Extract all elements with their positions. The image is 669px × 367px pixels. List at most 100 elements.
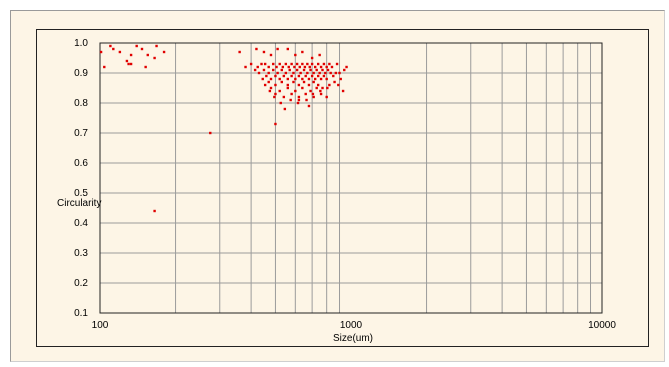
data-point [255,47,258,51]
data-point [267,80,270,84]
data-point [315,86,318,90]
y-tick-label: 0.1 [74,308,88,319]
data-point [332,74,335,78]
data-point [275,65,278,69]
data-point [290,62,293,66]
data-point [326,86,329,90]
data-point [305,98,308,102]
data-point [290,92,293,96]
data-point [274,92,277,96]
data-point [326,68,330,72]
data-point [269,77,273,81]
data-point [274,122,277,126]
plot-area-border [36,29,649,347]
data-point [304,92,307,96]
data-point [301,77,304,81]
y-axis-label: Circularity [57,198,101,209]
data-point [280,80,283,84]
data-point [140,47,144,51]
y-tick-label: 0.7 [74,128,88,139]
data-point [257,71,261,75]
data-point [309,68,312,72]
data-point [125,59,129,63]
data-point [294,53,297,57]
data-point [333,80,336,84]
data-point [263,62,267,66]
data-point [294,77,297,81]
data-point [297,74,301,78]
data-point [287,65,290,69]
data-point [310,74,314,78]
data-point [109,44,112,48]
data-point [286,86,289,90]
data-point [310,62,314,66]
data-point [307,77,311,81]
data-point [129,53,133,57]
data-point [322,62,326,66]
data-point [146,53,149,57]
data-point [262,68,266,72]
data-point [301,50,304,54]
data-point [286,77,289,81]
data-point [286,83,289,87]
data-point [324,71,327,75]
y-tick-label: 0.2 [74,278,88,289]
data-point [253,68,257,72]
data-point [153,56,156,60]
data-point [281,65,285,69]
data-point [297,98,301,102]
data-point [302,80,306,84]
data-point [319,89,322,93]
data-point [322,74,326,78]
data-point [280,68,283,72]
data-point [284,62,288,66]
data-point [325,95,328,99]
data-point [328,83,331,87]
data-point [292,80,295,84]
grid [100,43,602,313]
data-point [282,74,286,78]
data-point [249,62,253,66]
data-point [155,44,158,48]
data-point [292,71,295,75]
data-point [295,68,299,72]
data-point [306,62,309,66]
data-point [282,95,286,99]
data-point [153,209,156,213]
data-point [256,65,259,69]
data-point [345,65,348,69]
data-point [274,74,277,78]
data-point [325,65,328,69]
data-point [334,71,338,75]
data-point [318,71,321,75]
data-point [298,65,301,69]
y-tick-label: 0.9 [74,68,88,79]
data-point [294,89,297,93]
x-tick-label: 100 [92,320,109,331]
data-point [278,89,281,93]
data-point [260,62,263,66]
data-point [316,74,320,78]
data-point [316,62,320,66]
data-point [99,50,103,54]
data-points [99,44,348,213]
data-point [288,68,291,72]
data-point [319,77,323,81]
data-point [301,62,304,66]
data-point [302,68,306,72]
data-point [325,77,328,81]
y-tick-label: 1.0 [74,38,88,49]
data-point [304,74,307,78]
data-point [312,95,315,99]
data-point [341,89,345,93]
data-point [262,50,266,54]
data-point [286,47,289,51]
data-point [295,62,299,66]
data-point [279,101,282,105]
y-tick-label: 0.5 [74,188,88,199]
data-point [343,68,346,72]
data-point [293,65,296,69]
data-point [312,71,315,75]
